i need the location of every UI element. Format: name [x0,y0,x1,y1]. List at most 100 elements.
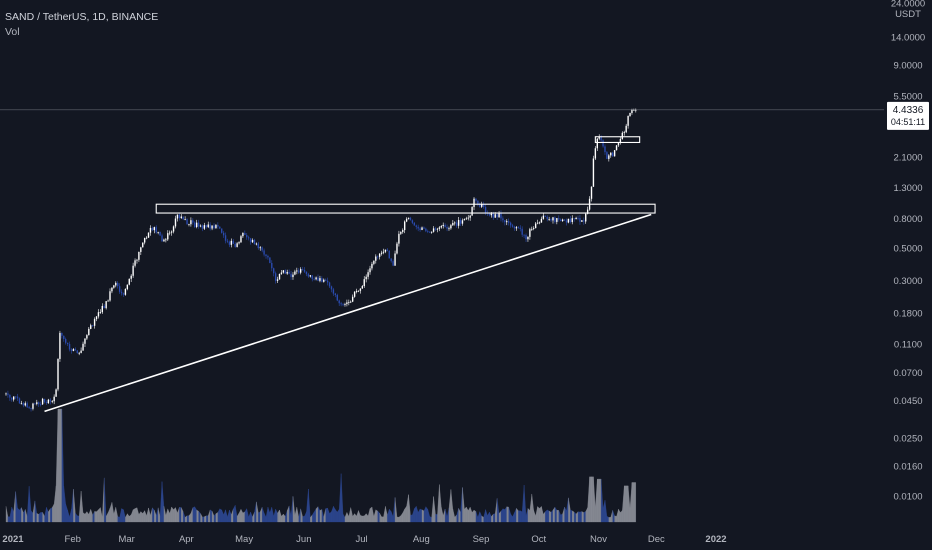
candle [332,289,335,294]
price-tick-label: 0.1800 [893,308,922,319]
candle [78,352,80,354]
candle [367,272,369,277]
candle [151,227,154,231]
candle [284,270,286,274]
candle [448,228,450,230]
price-tick-label: 0.5000 [893,244,922,255]
candle [529,229,531,237]
candle [500,213,502,219]
candle [507,221,510,223]
candle [226,240,229,242]
candle [11,397,13,400]
volume-bar [315,506,319,523]
candle [317,277,319,281]
volume-indicator-label[interactable]: Vol [5,26,20,38]
volume-bar [369,506,373,523]
volume-bar [464,506,467,523]
candle [101,305,103,313]
time-axis[interactable]: 2021 Feb Mar Apr May Jun Jul Aug Sep Oct Nov Dec 202… [2,534,726,545]
candle [338,300,340,304]
candle [255,243,258,245]
candle [496,214,498,218]
volume-bar [425,506,428,523]
candle [194,222,196,228]
candle [473,198,475,208]
time-tick-label: Apr [179,534,194,545]
candle [251,239,254,243]
candle [238,242,240,244]
breakout-zone-box[interactable] [594,136,641,144]
candle [377,256,379,258]
candle [228,241,231,245]
volume-bar [502,508,505,523]
last-price-tag[interactable] [887,101,929,130]
candle [509,222,512,226]
volume-bar [140,511,143,523]
candle [201,225,204,229]
volume-bar [626,485,629,523]
volume-bar [419,508,423,523]
volume-bar [547,509,550,523]
volume-bar [96,509,99,523]
support-trendline[interactable] [44,213,652,413]
candle [278,273,281,280]
candle [554,217,556,222]
candle [323,279,325,282]
candle [311,275,313,279]
candle [457,220,460,226]
candle [534,223,537,229]
price-axis[interactable]: 24.0000 14.0000 9.0000 5.5000 2.1000 1.3000 0.… [887,0,929,503]
volume-bar [98,507,101,523]
candle [288,271,290,274]
candle [330,286,333,290]
volume-bar [40,512,43,523]
time-tick-label: Aug [413,534,430,545]
symbol-title[interactable]: SAND / TetherUS, 1D, BINANCE [5,11,159,23]
candle [149,227,152,233]
candle [390,258,392,262]
volume-bar [134,507,138,523]
time-tick-label: Mar [118,534,134,545]
candle [625,125,627,133]
candle [90,325,92,329]
volume-bar [518,510,521,523]
candle [190,220,192,225]
candle [611,152,614,157]
volume-bar [94,511,97,523]
candle [236,243,238,247]
candle [602,140,604,147]
price-tick-label: 0.0250 [893,433,922,444]
candle [176,214,179,219]
candle [629,113,631,116]
volume-bar [429,516,432,523]
resistance-zone-box[interactable] [155,203,656,214]
candle [606,152,608,159]
candle [217,225,219,227]
volume-bar [7,516,11,523]
candle [477,200,479,204]
candle [608,155,610,159]
candle [132,265,134,276]
candle [195,222,198,228]
volume-bar [520,510,523,523]
candle [61,332,63,336]
candle [417,226,419,229]
candle [186,219,188,225]
candle [257,243,260,249]
candle [326,280,329,283]
volume-bar [325,507,328,523]
candle [388,250,390,259]
candle [556,218,558,222]
candle [115,282,117,286]
volume-bar [581,511,584,523]
candle [440,226,442,228]
time-tick-label: Feb [65,534,81,545]
candle [234,243,236,247]
candle [596,138,598,149]
candle [265,254,267,256]
candle [159,231,161,236]
price-tick-label: 0.1100 [894,340,922,351]
candle [359,288,362,291]
candle [525,235,527,240]
